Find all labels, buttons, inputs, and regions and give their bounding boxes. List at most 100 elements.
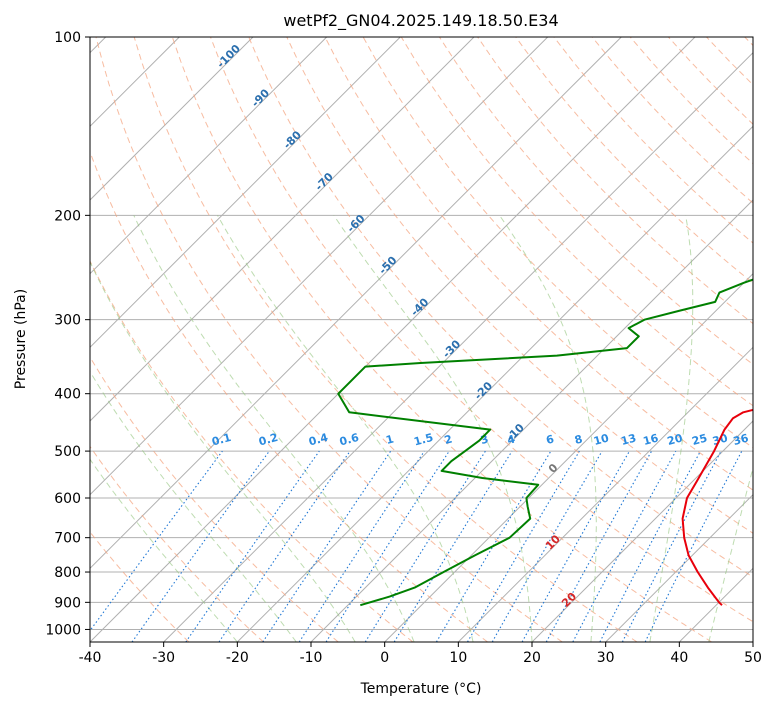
isotherm-line [310, 199, 753, 642]
dry-adiabat-line [90, 150, 488, 642]
dry-adiabat-line [591, 37, 753, 204]
mixing-ratio-line [218, 450, 351, 642]
mixing-ratio-label: 0.6 [338, 431, 361, 449]
mixing-ratio-line [467, 450, 580, 642]
temperature-profile-line [681, 408, 753, 606]
y-tick-label: 200 [54, 208, 81, 224]
y-tick-label: 900 [54, 595, 81, 611]
isotherm-label: -40 [408, 295, 431, 318]
y-tick-label: 300 [54, 313, 81, 329]
y-tick-label: 400 [54, 387, 81, 403]
isotherm-line [384, 272, 753, 642]
mixing-ratio-label: 1 [384, 432, 395, 447]
isotherm-line [163, 51, 753, 642]
y-tick-label: 600 [54, 491, 81, 507]
mixing-ratio-line [90, 450, 223, 632]
moist-adiabat-line [90, 370, 297, 642]
mixing-ratio-line [364, 450, 486, 642]
dry-adiabat-line [90, 356, 339, 642]
y-tick-label: 1000 [45, 622, 81, 638]
isotherm-line [678, 567, 753, 642]
isotherm-label: -20 [472, 379, 495, 402]
dry-adiabat-line [171, 37, 712, 642]
mixing-ratio-line [325, 450, 450, 642]
mixing-ratio-label: 0.4 [307, 431, 330, 449]
moist-adiabat-line [333, 215, 533, 642]
isotherm-label: -90 [249, 86, 272, 109]
y-tick-label: 700 [54, 531, 81, 547]
dewpoint-profile-line [337, 278, 753, 607]
moist-adiabat-line [649, 215, 694, 642]
isotherm-line [90, 37, 549, 496]
mixing-ratio-label: 1.5 [412, 431, 434, 449]
isotherm-line [605, 493, 753, 642]
mixing-ratio-label: 25 [691, 431, 709, 448]
mixing-ratio-line [262, 450, 392, 642]
x-tick-label: -40 [79, 650, 102, 666]
x-tick-label: 50 [744, 650, 762, 666]
isotherm-label: 10 [543, 532, 563, 552]
mixing-ratio-label: 0.2 [257, 431, 279, 449]
dry-adiabat-line [248, 37, 753, 578]
y-tick-label: 800 [54, 565, 81, 581]
chart-title: wetPf2_GN04.2025.149.18.50.E34 [283, 11, 558, 31]
mixing-ratio-label: 10 [592, 431, 610, 448]
mixing-ratio-label: 16 [642, 431, 660, 448]
x-tick-label: -10 [300, 650, 323, 666]
x-tick-label: 30 [597, 650, 615, 666]
isotherm-line [531, 420, 753, 642]
dry-adiabat-line [90, 259, 414, 642]
x-tick-label: -30 [152, 650, 175, 666]
mixing-ratio-label: 3 [479, 432, 490, 447]
x-axis-label: Temperature (°C) [360, 681, 482, 697]
y-tick-label: 500 [54, 444, 81, 460]
isotherm-label: -50 [376, 254, 399, 277]
y-tick-label: 100 [54, 30, 81, 46]
isotherm-label: -80 [281, 128, 304, 151]
dry-adiabat-line [286, 37, 753, 534]
mixing-ratio-label: 13 [620, 431, 638, 448]
x-tick-label: -20 [226, 650, 249, 666]
dry-adiabat-line [515, 37, 753, 284]
mixing-ratio-label: 6 [545, 432, 556, 447]
isotherm-label: -70 [313, 170, 336, 193]
isotherm-line [236, 125, 753, 642]
isotherm-line [752, 641, 753, 642]
mixing-ratio-line [521, 450, 630, 642]
mixing-ratio-label: 36 [732, 431, 750, 448]
mixing-ratio-label: 8 [573, 432, 584, 447]
isotherm-line [90, 37, 401, 349]
y-axis-label: Pressure (hPa) [13, 289, 29, 389]
mixing-ratio-line [131, 450, 270, 642]
plot-frame [89, 36, 754, 643]
mixing-ratio-line [545, 450, 653, 642]
isotherm-line [90, 37, 254, 201]
moist-adiabat-line [133, 215, 415, 642]
moist-adiabat-line [90, 458, 238, 642]
dry-adiabat-line [668, 37, 753, 125]
isotherm-line [90, 37, 475, 422]
x-tick-label: 40 [670, 650, 688, 666]
isotherm-line [457, 346, 753, 642]
dry-adiabat-line [553, 37, 753, 244]
moist-adiabat-line [90, 260, 356, 642]
mixing-ratio-line [298, 450, 425, 642]
isotherm-line [90, 37, 622, 570]
mixing-ratio-label: 4 [506, 432, 517, 447]
mixing-ratio-line [644, 450, 743, 642]
isotherm-line [90, 37, 696, 642]
mixing-ratio-line [572, 450, 677, 642]
dry-adiabat-line [706, 37, 753, 86]
isotherm-label: -100 [214, 42, 243, 71]
dry-adiabat-line [210, 37, 753, 623]
mixing-ratio-line [185, 450, 320, 642]
mixing-ratio-line [393, 450, 513, 642]
mixing-ratio-label: 0.1 [210, 431, 232, 449]
dry-adiabat-line [95, 37, 563, 642]
isotherm-line [90, 37, 328, 275]
moist-adiabat-line [217, 215, 474, 642]
dry-adiabat-line [744, 37, 753, 47]
x-tick-label: 10 [449, 650, 467, 666]
mixing-ratio-label: 20 [666, 431, 684, 448]
